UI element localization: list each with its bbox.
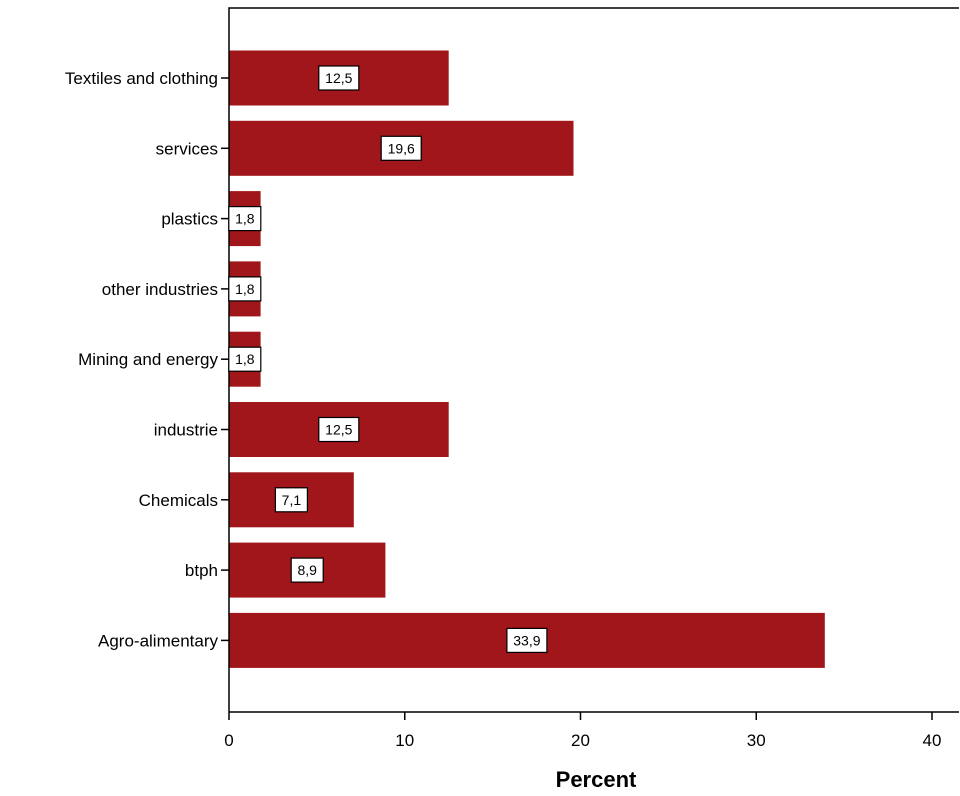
data-label-7: 8,9 <box>290 557 324 583</box>
data-label-1: 19,6 <box>380 135 422 161</box>
data-labels-layer: 12,5 19,6 1,8 1,8 1,8 12,5 7,1 8,9 33,9 <box>228 65 548 654</box>
axes: Textiles and clothing services plastics oth… <box>65 7 959 750</box>
category-label: Mining and energy <box>78 350 218 369</box>
x-tick-label: 10 <box>395 731 414 750</box>
data-label-box <box>228 346 262 372</box>
data-label-box <box>228 206 262 232</box>
category-label: services <box>156 139 218 158</box>
data-label-box <box>228 276 262 302</box>
data-label-8: 33,9 <box>506 627 548 654</box>
data-label-box <box>318 416 360 443</box>
x-tick-label: 0 <box>224 731 233 750</box>
data-label-text: 7,1 <box>282 492 302 508</box>
plot-frame <box>228 7 959 712</box>
data-label-text: 1,8 <box>235 211 255 227</box>
x-axis-title: Percent <box>556 767 637 791</box>
data-label-box <box>380 135 422 161</box>
data-label-text: 12,5 <box>325 70 352 86</box>
data-label-2: 1,8 <box>228 206 262 232</box>
data-label-6: 7,1 <box>274 487 308 513</box>
data-label-text: 33,9 <box>513 632 540 648</box>
category-label: Textiles and clothing <box>65 69 218 88</box>
data-label-box <box>318 65 360 91</box>
category-label: btph <box>185 561 218 580</box>
data-label-box <box>290 557 324 583</box>
category-label: Chemicals <box>139 491 218 510</box>
category-label: other industries <box>102 280 218 299</box>
category-label: Agro-alimentary <box>98 631 218 650</box>
data-label-text: 12,5 <box>325 422 352 438</box>
category-label: industrie <box>154 421 218 440</box>
data-label-0: 12,5 <box>318 65 360 91</box>
category-label: plastics <box>161 210 218 229</box>
data-label-3: 1,8 <box>228 276 262 302</box>
data-label-5: 12,5 <box>318 416 360 443</box>
data-label-4: 1,8 <box>228 346 262 372</box>
data-label-text: 19,6 <box>388 140 415 156</box>
x-tick-label: 30 <box>747 731 766 750</box>
x-tick-label: 40 <box>923 731 942 750</box>
data-label-box <box>506 627 548 654</box>
data-label-text: 1,8 <box>235 351 255 367</box>
data-label-box <box>274 487 308 513</box>
data-label-text: 8,9 <box>297 562 317 578</box>
data-label-text: 1,8 <box>235 281 255 297</box>
x-tick-label: 20 <box>571 731 590 750</box>
